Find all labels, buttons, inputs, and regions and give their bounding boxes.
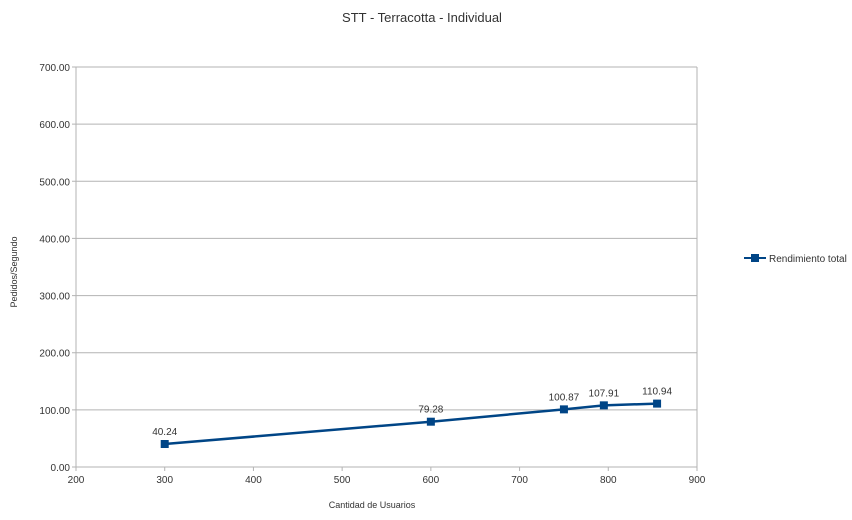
x-tick-label: 800	[600, 475, 617, 486]
x-tick-label: 300	[156, 475, 173, 486]
y-axis-label: Pedidos/Segundo	[9, 236, 19, 307]
chart-title: STT - Terracotta - Individual	[342, 10, 502, 25]
y-tick-label: 100.00	[39, 406, 70, 417]
data-point	[426, 417, 435, 426]
x-tick-label: 700	[511, 475, 528, 486]
data-point	[599, 401, 608, 410]
y-tick-label: 700.00	[39, 63, 70, 74]
data-label: 40.24	[152, 427, 177, 438]
gridlines	[72, 66, 698, 468]
legend-label: Rendimiento total	[769, 254, 847, 265]
x-tick-label: 500	[334, 475, 351, 486]
y-tick-label: 0.00	[51, 463, 71, 474]
x-axis-ticks: 200 300 400 500 600 700 800 900	[68, 467, 706, 486]
legend-marker	[751, 254, 759, 262]
data-point	[559, 405, 568, 414]
data-label: 79.28	[418, 405, 443, 416]
x-tick-label: 600	[423, 475, 440, 486]
data-label: 107.91	[589, 388, 620, 399]
series-group: 40.24 79.28 100.87 107.91 110.94	[152, 387, 672, 449]
x-tick-label: 200	[68, 475, 85, 486]
x-tick-label: 400	[245, 475, 262, 486]
data-point	[653, 399, 662, 408]
y-tick-label: 300.00	[39, 292, 70, 303]
x-tick-label: 900	[689, 475, 706, 486]
y-tick-label: 200.00	[39, 349, 70, 360]
data-label: 110.94	[642, 387, 672, 398]
y-axis-ticks: 0.00 100.00 200.00 300.00 400.00 500.00 600.00…	[39, 63, 70, 474]
x-axis-label: Cantidad de Usuarios	[329, 500, 416, 510]
data-point	[160, 440, 169, 449]
y-tick-label: 500.00	[39, 177, 70, 188]
y-tick-label: 600.00	[39, 120, 70, 131]
legend: Rendimiento total	[744, 254, 847, 265]
y-tick-label: 400.00	[39, 234, 70, 245]
data-label: 100.87	[549, 392, 580, 403]
